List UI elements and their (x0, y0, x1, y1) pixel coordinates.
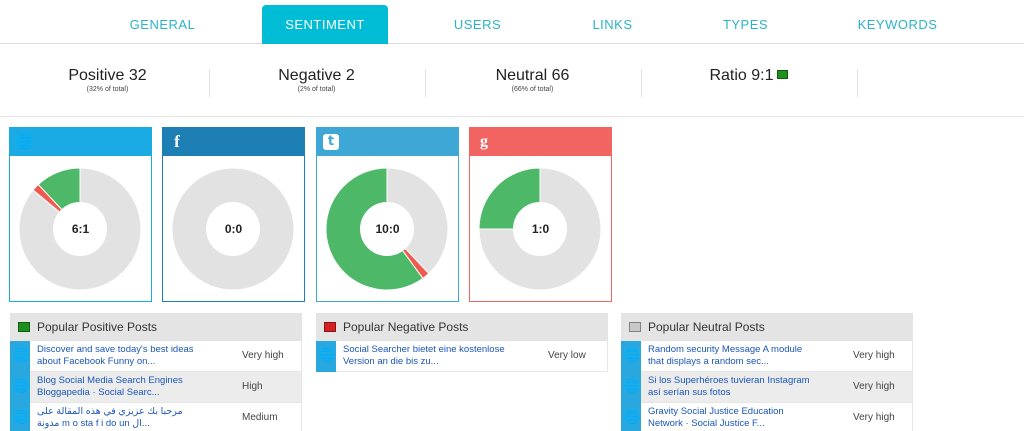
panel-header: Popular Neutral Posts (621, 313, 913, 341)
donut-hole (53, 202, 107, 256)
globe-icon: 🌐 (621, 403, 641, 431)
globe-icon: 🌐 (10, 341, 30, 372)
donut-hole (360, 202, 414, 256)
donut-chart (18, 167, 142, 291)
card-header: g (470, 128, 611, 156)
tab-links[interactable]: LINKS (592, 17, 633, 32)
stat-neutral-sub: (66% of total) (511, 86, 554, 93)
panel-header: Popular Positive Posts (10, 313, 302, 341)
stat-ratio-label: Ratio 9:1 (709, 67, 774, 84)
post-row[interactable]: 🌐 Social Searcher bietet eine kostenlose… (316, 341, 608, 372)
stat-positive: Positive 32 (32% of total) (0, 45, 215, 117)
card-ratio: 0:0 (224, 222, 243, 236)
tab-types[interactable]: TYPES (722, 17, 769, 32)
donut-hole (206, 202, 260, 256)
post-row[interactable]: 🌐 Blog Social Media Search Engines Blogg… (10, 372, 302, 403)
donut-slice-neutral (386, 167, 449, 275)
post-level: Very high (242, 350, 284, 361)
donut-chart (325, 167, 449, 291)
panel-title: Popular Neutral Posts (648, 320, 765, 334)
post-link[interactable]: مرحبا بك عزيزي في هذه المقالة على مدونة … (37, 406, 183, 429)
post-row[interactable]: 🌐 Discover and save today's best ideas a… (10, 341, 302, 372)
panel-negative-posts: Popular Negative Posts 🌐 Social Searcher… (316, 313, 608, 372)
globe-icon: 🌐 (621, 372, 641, 403)
sentiment-summary: Positive 32 (32% of total) Negative 2 (2… (0, 45, 1024, 117)
donut-chart (478, 167, 602, 291)
card-google-plus: g 1:0 (469, 127, 612, 302)
globe-icon: 🌐 (316, 341, 336, 372)
post-level: Very high (853, 381, 895, 392)
card-twitter: t 10:0 (316, 127, 459, 302)
panel-header: Popular Negative Posts (316, 313, 608, 341)
card-ratio: 1:0 (531, 222, 550, 236)
globe-icon: 🌐 (10, 372, 30, 403)
panel-title: Popular Positive Posts (37, 320, 158, 334)
card-header: t (317, 128, 458, 156)
globe-icon: 🌐 (621, 341, 641, 372)
facebook-icon: f (174, 132, 180, 151)
panel-title: Popular Negative Posts (343, 320, 469, 334)
tab-sentiment[interactable]: SENTIMENT (262, 5, 388, 44)
card-header: f (163, 128, 304, 156)
post-link[interactable]: Gravity Social Justice Education Network… (648, 406, 784, 429)
post-link[interactable]: Blog Social Media Search Engines Bloggap… (37, 375, 183, 398)
card-facebook: f 0:0 (162, 127, 305, 302)
stat-divider (425, 69, 426, 97)
stat-negative: Negative 2 (2% of total) (209, 45, 424, 117)
card-web: 🌐 6:1 (9, 127, 152, 302)
stat-positive-sub: (32% of total) (86, 86, 129, 93)
stat-positive-label: Positive 32 (68, 67, 147, 84)
panel-positive-posts: Popular Positive Posts 🌐 Discover and sa… (10, 313, 302, 431)
post-level: Very high (853, 412, 895, 423)
post-link[interactable]: Si los Superhéroes tuvieran Instagram as… (648, 375, 810, 398)
stat-divider (641, 69, 642, 97)
stat-divider (857, 69, 858, 97)
post-link[interactable]: Random security Message A module that di… (648, 344, 803, 367)
neutral-square-icon (629, 322, 641, 332)
stat-neutral-label: Neutral 66 (495, 67, 570, 84)
post-row[interactable]: 🌐 Si los Superhéroes tuvieran Instagram … (621, 372, 913, 403)
stat-neutral: Neutral 66 (66% of total) (425, 45, 640, 117)
card-ratio: 10:0 (375, 222, 400, 236)
donut-hole (513, 202, 567, 256)
post-level: High (242, 381, 263, 392)
stat-ratio: Ratio 9:1 (641, 45, 856, 117)
stat-negative-sub: (2% of total) (297, 86, 336, 93)
google-plus-icon: g (480, 133, 488, 150)
tab-bar: GENERAL SENTIMENT USERS LINKS TYPES KEYW… (0, 0, 1024, 44)
post-row[interactable]: 🌐 مرحبا بك عزيزي في هذه المقالة على مدون… (10, 403, 302, 431)
post-row[interactable]: 🌐 Gravity Social Justice Education Netwo… (621, 403, 913, 431)
negative-square-icon (324, 322, 336, 332)
tab-keywords[interactable]: KEYWORDS (857, 17, 938, 32)
globe-icon: 🌐 (10, 403, 30, 431)
tab-general[interactable]: GENERAL (129, 17, 196, 32)
post-level: Very low (548, 350, 586, 361)
donut-chart (171, 167, 295, 291)
post-level: Medium (242, 412, 278, 423)
positive-square-icon (18, 322, 30, 332)
post-link[interactable]: Discover and save today's best ideas abo… (37, 344, 194, 367)
stat-negative-label: Negative 2 (278, 67, 355, 84)
post-level: Very high (853, 350, 895, 361)
twitter-icon: t (323, 134, 339, 150)
tab-users[interactable]: USERS (453, 17, 502, 32)
globe-icon: 🌐 (16, 134, 34, 150)
panel-neutral-posts: Popular Neutral Posts 🌐 Random security … (621, 313, 913, 431)
post-link[interactable]: Social Searcher bietet eine kostenlose V… (343, 344, 505, 367)
post-row[interactable]: 🌐 Random security Message A module that … (621, 341, 913, 372)
card-ratio: 6:1 (71, 222, 90, 236)
card-header: 🌐 (10, 128, 151, 156)
stat-divider (209, 69, 210, 97)
ratio-indicator (776, 70, 788, 79)
